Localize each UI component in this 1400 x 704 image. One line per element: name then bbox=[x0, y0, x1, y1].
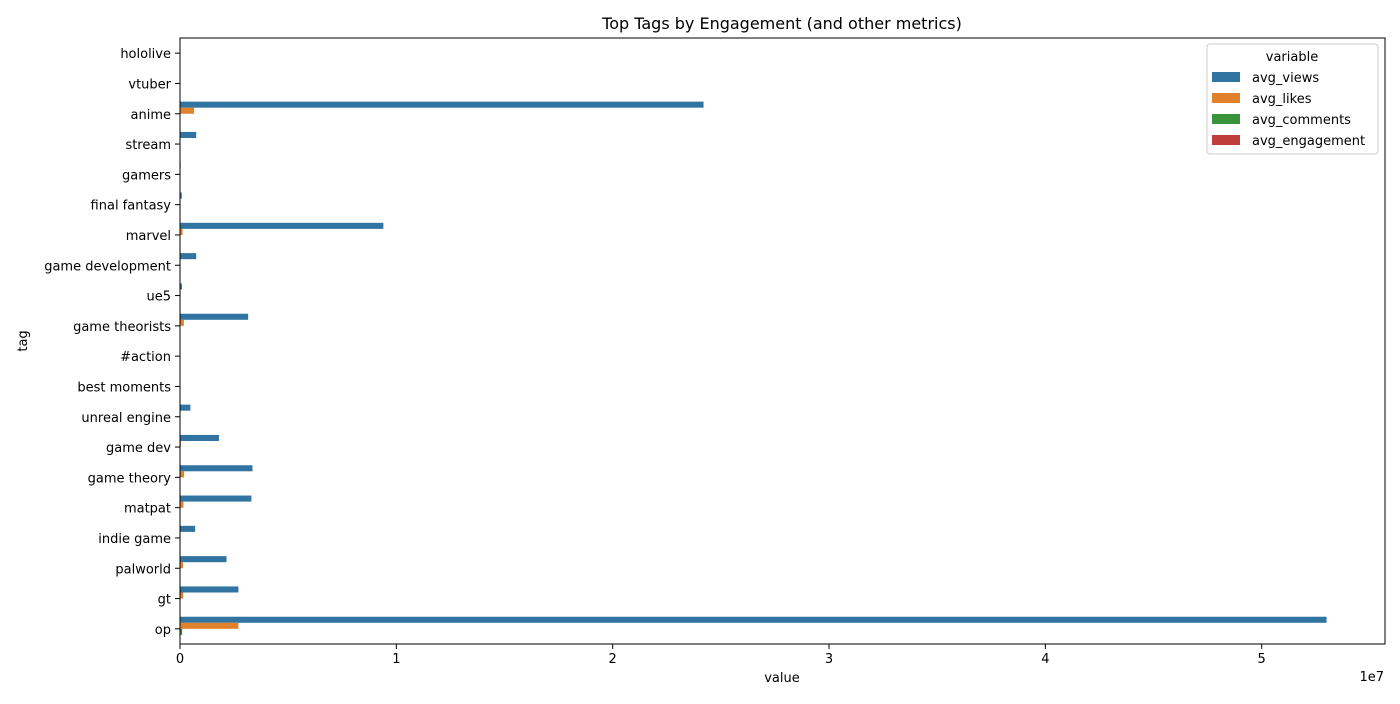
y-ticks: hololive vtuber anime stream gamers final fan… bbox=[44, 47, 180, 638]
bar-avg_views-17 bbox=[180, 556, 227, 562]
legend-title: variable bbox=[1266, 50, 1318, 65]
x-tick-label-2: 2 bbox=[609, 652, 617, 667]
y-tick-label-16: indie game bbox=[98, 532, 171, 547]
bar-avg_views-19 bbox=[180, 617, 1327, 623]
y-tick-label-4: gamers bbox=[122, 168, 171, 183]
legend-swatch-avg_comments bbox=[1212, 114, 1240, 124]
bar-avg_likes-2 bbox=[180, 108, 194, 114]
y-tick-label-0: hololive bbox=[120, 47, 171, 62]
legend-swatch-avg_likes bbox=[1212, 93, 1240, 103]
y-tick-label-9: game theorists bbox=[73, 320, 171, 335]
legend-label-avg_engagement: avg_engagement bbox=[1252, 134, 1365, 149]
y-tick-label-17: palworld bbox=[115, 562, 171, 577]
x-tick-label-3: 3 bbox=[825, 652, 833, 667]
bar-avg_views-3 bbox=[180, 132, 196, 138]
x-ticks: 0 1 2 3 4 5 bbox=[176, 644, 1266, 667]
x-tick-label-1: 1 bbox=[392, 652, 400, 667]
y-tick-label-5: final fantasy bbox=[91, 199, 172, 214]
y-tick-label-18: gt bbox=[158, 593, 171, 608]
y-tick-label-7: game development bbox=[44, 259, 171, 274]
legend: variable avg_views avg_likes avg_commentsa… bbox=[1207, 44, 1378, 154]
y-tick-label-12: unreal engine bbox=[81, 411, 171, 426]
bar-avg_views-18 bbox=[180, 586, 238, 592]
bar-avg_views-14 bbox=[180, 465, 252, 471]
y-tick-label-11: best moments bbox=[77, 380, 171, 395]
y-tick-label-6: marvel bbox=[126, 229, 171, 244]
x-axis-offset-label: 1e7 bbox=[1359, 670, 1384, 685]
bar-avg_views-15 bbox=[180, 496, 251, 502]
bars-layer bbox=[180, 41, 1327, 641]
legend-swatch-avg_engagement bbox=[1212, 135, 1240, 145]
legend-label-avg_views: avg_views bbox=[1252, 71, 1319, 86]
bar-avg_views-7 bbox=[180, 253, 196, 259]
bar-avg_likes-14 bbox=[180, 471, 184, 477]
x-tick-label-4: 4 bbox=[1041, 652, 1049, 667]
bar-avg_views-2 bbox=[180, 102, 704, 108]
legend-label-avg_likes: avg_likes bbox=[1252, 92, 1312, 107]
y-tick-label-2: anime bbox=[131, 108, 171, 123]
legend-swatch-avg_views bbox=[1212, 72, 1240, 82]
y-tick-label-13: game dev bbox=[106, 441, 171, 456]
y-tick-label-15: matpat bbox=[124, 502, 171, 517]
y-tick-label-10: #action bbox=[120, 350, 171, 365]
bar-avg_views-13 bbox=[180, 435, 219, 441]
y-tick-label-14: game theory bbox=[88, 471, 172, 486]
bar-avg_views-16 bbox=[180, 526, 195, 532]
bar-avg_likes-9 bbox=[180, 320, 184, 326]
bar-avg_views-9 bbox=[180, 314, 248, 320]
plot-frame bbox=[180, 38, 1385, 644]
legend-label-avg_comments: avg_comments bbox=[1252, 113, 1351, 128]
y-axis-label: tag bbox=[16, 330, 31, 351]
y-tick-label-19: op bbox=[155, 623, 171, 638]
x-tick-label-5: 5 bbox=[1258, 652, 1266, 667]
y-tick-label-3: stream bbox=[125, 138, 171, 153]
chart-title: Top Tags by Engagement (and other metric… bbox=[601, 14, 962, 33]
y-tick-label-8: ue5 bbox=[146, 290, 171, 305]
bar-avg_likes-19 bbox=[180, 623, 238, 629]
x-axis-label: value bbox=[764, 671, 800, 686]
bar-avg_views-12 bbox=[180, 405, 190, 411]
bar-avg_views-6 bbox=[180, 223, 383, 229]
y-tick-label-1: vtuber bbox=[128, 77, 171, 92]
x-tick-label-0: 0 bbox=[176, 652, 184, 667]
bar-avg_likes-15 bbox=[180, 502, 183, 508]
